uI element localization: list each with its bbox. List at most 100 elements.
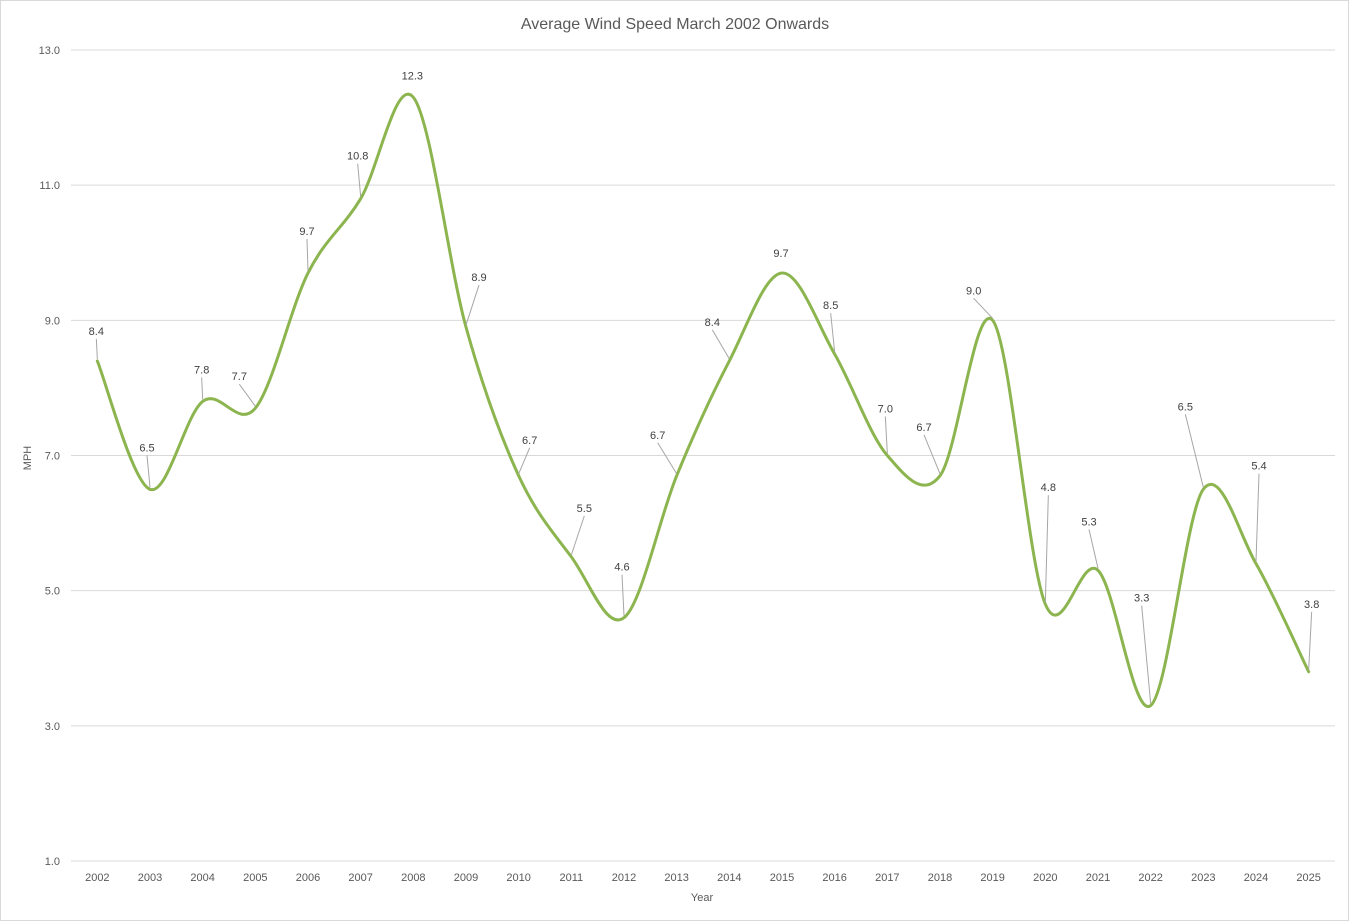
leader-line [306,239,309,272]
data-point [781,272,784,275]
leader-line [357,163,362,197]
leader-line [657,442,678,475]
data-label: 5.3 [1081,516,1096,528]
data-label: 6.5 [139,442,154,454]
x-tick-label: 2018 [928,872,952,884]
x-tick-label: 2005 [243,872,267,884]
data-label: 4.8 [1041,482,1056,494]
x-tick-label: 2011 [560,872,584,884]
data-labels: 8.4 6.5 7.8 7.7 9.7 10.8 12.3 8.9 6.7 5.5 4.6 6.7 8.… [89,70,1320,610]
data-label: 6.5 [1178,401,1193,413]
leader-line [238,383,256,407]
x-tick-label: 2016 [822,872,846,884]
data-label: 12.3 [402,70,423,82]
y-tick-label: 7.0 [45,451,60,463]
data-point [833,353,836,356]
data-point [623,616,626,619]
leader-line [1308,611,1313,670]
leader-line [621,574,625,616]
data-point [96,359,99,362]
leader-line [1184,414,1204,488]
gridlines [71,49,1335,862]
data-point [307,272,310,275]
data-label: 5.5 [577,503,592,515]
x-tick-label: 2008 [401,872,425,884]
data-point [517,474,520,477]
data-label: 4.6 [614,562,629,574]
data-label: 8.9 [471,272,486,284]
x-tick-label: 2015 [770,872,794,884]
data-label: 9.0 [966,285,981,297]
x-tick-label: 2006 [296,872,320,884]
series-line [95,92,1311,708]
leader-line [465,284,480,326]
leader-line [518,447,531,474]
series-layer [95,92,1311,708]
data-point [1202,488,1205,491]
data-point [675,474,678,477]
x-tick-label: 2013 [664,872,688,884]
data-point [201,400,204,403]
x-tick-label: 2023 [1191,872,1215,884]
data-point [465,326,468,329]
data-label: 8.5 [823,300,838,312]
data-label: 3.8 [1304,599,1319,611]
y-tick-label: 9.0 [45,315,60,327]
x-tick-label: 2020 [1033,872,1057,884]
data-point [359,197,362,200]
data-point [1097,569,1100,572]
y-tick-label: 13.0 [39,45,60,57]
x-tick-label: 2010 [506,872,530,884]
data-point [1044,603,1047,606]
leader-line [95,338,98,359]
data-point [149,488,152,491]
y-tick-label: 1.0 [45,856,60,868]
data-label: 8.4 [89,326,104,338]
leader-line [711,329,730,360]
data-label: 9.7 [299,226,314,238]
y-tick-label: 3.0 [45,721,60,733]
y-tick-label: 5.0 [45,586,60,598]
data-label: 7.0 [878,404,893,416]
x-tick-label: 2021 [1086,872,1110,884]
data-label: 7.8 [194,364,209,376]
data-point [1307,670,1310,673]
leader-line [1255,473,1260,562]
leader-line [201,377,204,400]
data-label: 5.4 [1251,461,1266,473]
data-point [570,555,573,558]
leader-line [1141,605,1152,704]
leader-line [830,313,836,353]
data-point [1149,704,1152,707]
x-tick-label: 2022 [1138,872,1162,884]
x-tick-label: 2025 [1296,872,1320,884]
data-point [728,359,731,362]
leader-line [146,455,151,488]
data-label: 8.4 [705,317,720,329]
x-tick-label: 2024 [1244,872,1268,884]
x-axis-title: Year [691,892,714,904]
x-tick-label: 2014 [717,872,741,884]
data-label: 6.7 [522,435,537,447]
leader-line [923,434,941,474]
leader-lines [95,163,1313,704]
data-point [886,454,889,457]
x-tick-label: 2009 [454,872,478,884]
leader-line [570,515,585,556]
data-point [1255,562,1258,565]
y-axis-title: MPH [22,446,34,471]
data-label: 10.8 [347,151,368,163]
data-label: 6.7 [650,430,665,442]
data-label: 6.7 [916,422,931,434]
data-point [939,474,942,477]
leader-line [1044,495,1049,603]
x-tick-label: 2017 [875,872,899,884]
y-axis-ticks: 1.0 3.0 5.0 7.0 9.0 11.0 13.0 [39,45,60,868]
x-tick-label: 2004 [190,872,214,884]
x-tick-label: 2012 [612,872,636,884]
data-point [412,96,415,99]
leader-line [973,297,994,319]
data-point [991,319,994,322]
data-label: 9.7 [773,248,788,260]
